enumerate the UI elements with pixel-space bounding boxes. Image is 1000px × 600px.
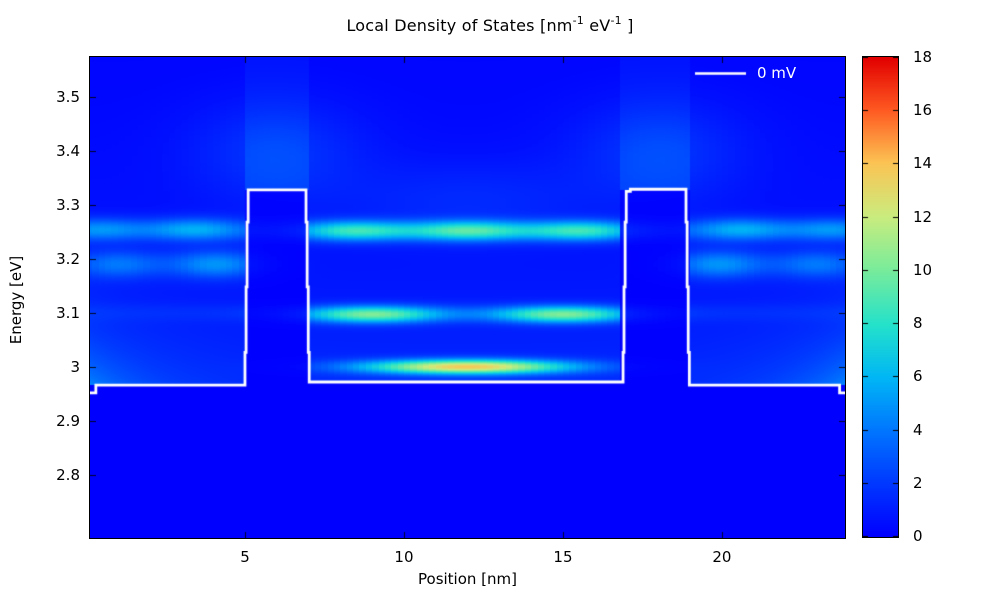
chart-title-superscript-1: -1 [572,14,584,27]
x-tick-label: 20 [712,548,732,566]
colorbar-tick-label: 18 [913,48,933,66]
y-tick-label: 2.8 [56,465,80,484]
colorbar-tick-label: 16 [913,101,933,120]
y-tick-label: 3.3 [56,195,80,214]
colorbar-tick-label: 2 [913,473,923,492]
legend-label: 0 mV [757,64,797,82]
colorbar-tick-label: 6 [913,367,923,386]
colorbar-tick-label: 14 [913,154,933,173]
ldos-heatmap-canvas [90,57,845,538]
y-tick-label: 3.4 [56,141,80,160]
chart-title-unit: eV [583,16,611,35]
chart-title-end: ] [621,16,634,35]
colorbar-tick-label: 10 [913,260,933,279]
chart-title: Local Density of States [nm-1 eV-1 ] [0,14,980,35]
colorbar-canvas [863,57,898,537]
colorbar-tick-label: 0 [913,527,923,545]
colorbar-tick-label: 12 [913,207,933,226]
x-tick-label: 10 [394,548,414,566]
y-tick-label: 3.2 [56,249,80,268]
colorbar-tick-label: 8 [913,314,923,333]
y-tick-label: 3.5 [56,87,80,106]
y-tick-label: 2.9 [56,411,80,430]
x-axis-title: Position [nm] [418,570,517,588]
colorbar [862,56,899,538]
colorbar-tick-label: 4 [913,420,923,439]
chart-title-text: Local Density of States [nm [346,16,573,35]
plot-area [89,56,846,539]
x-tick-label: 15 [553,548,573,566]
y-tick-label: 3 [70,357,80,376]
y-tick-label: 3.1 [56,303,80,322]
x-tick-label: 5 [240,548,250,566]
chart-title-superscript-2: -1 [610,14,622,27]
